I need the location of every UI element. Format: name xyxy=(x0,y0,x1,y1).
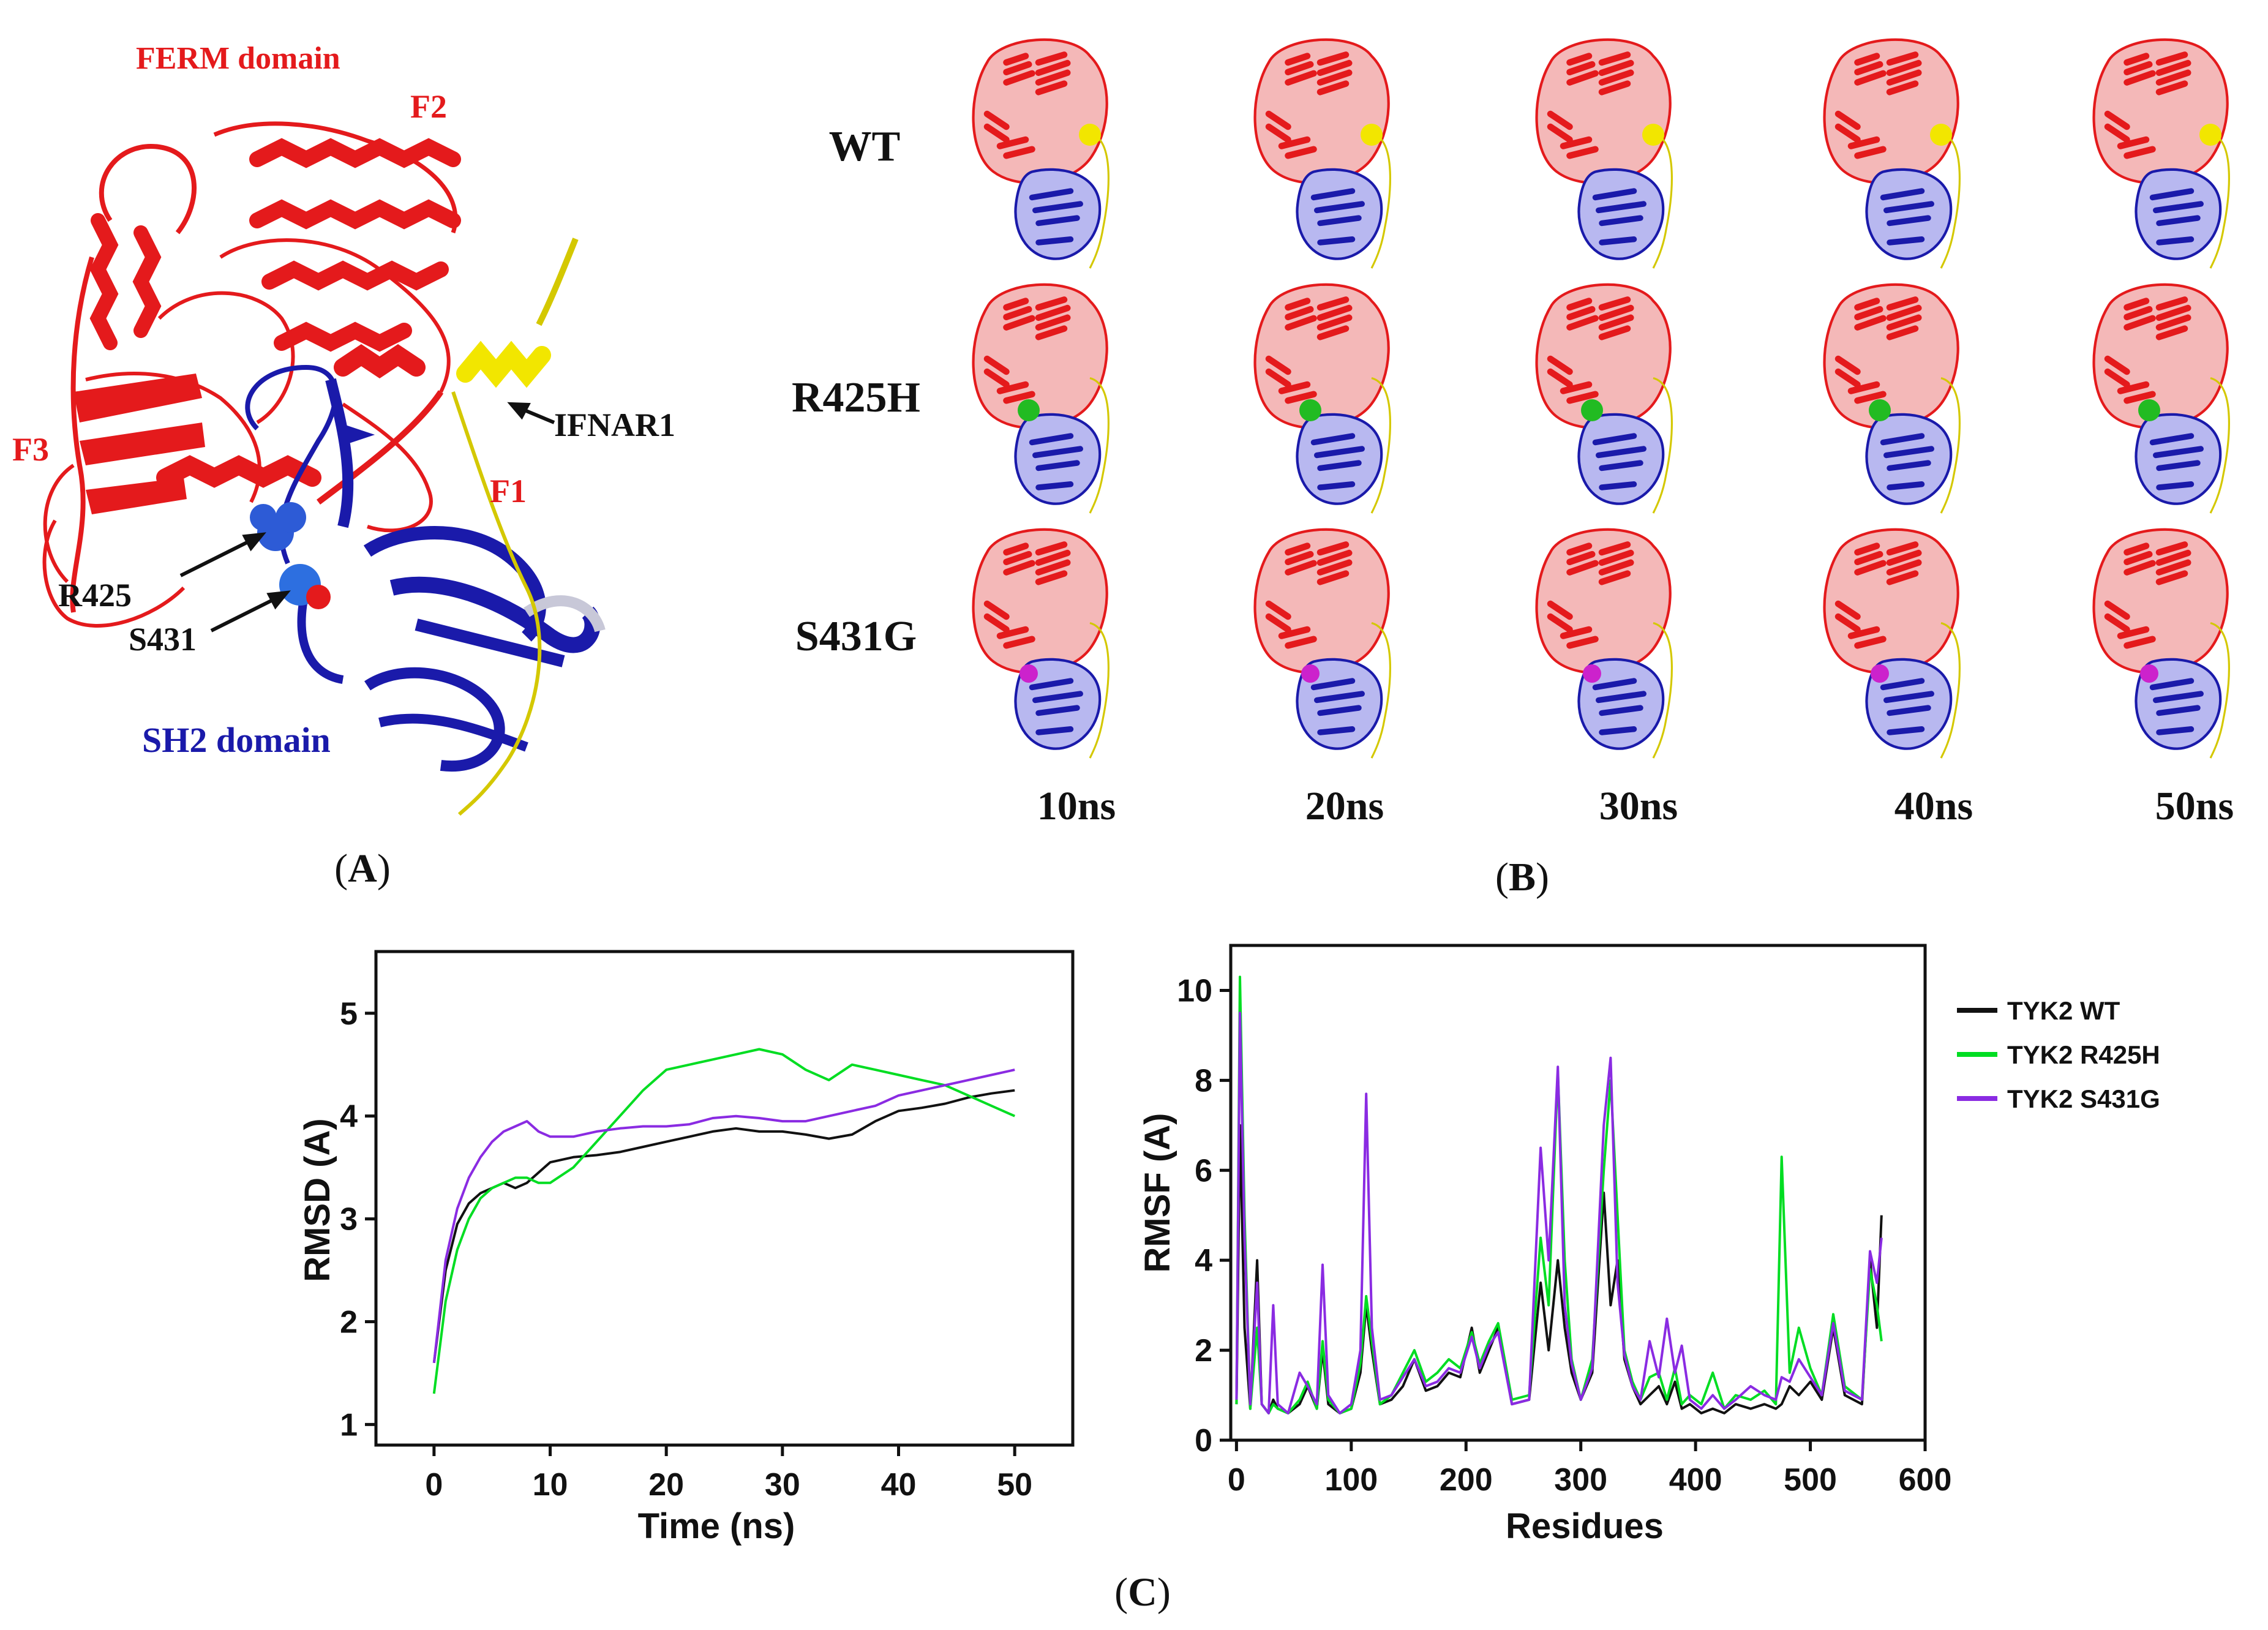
snapshot-r425h-50ns xyxy=(2094,285,2229,513)
ligand-marker xyxy=(1361,124,1383,146)
snapshot-r425h-10ns xyxy=(974,285,1109,513)
rmsf-x-tick-label: 0 xyxy=(1228,1462,1245,1498)
ligand-marker xyxy=(1642,124,1664,146)
rmsd-y-tick-label: 4 xyxy=(340,1099,358,1135)
panel-b: WT R425H S431G 10ns 20ns 30ns 40ns 50ns … xyxy=(792,40,2234,900)
rmsd-x-tick-label: 0 xyxy=(425,1467,443,1503)
rmsf-x-tick-label: 200 xyxy=(1440,1462,1493,1498)
time-label-50ns: 50ns xyxy=(2155,784,2234,828)
snapshot-wt-10ns xyxy=(974,40,1109,268)
snapshot-s431g-20ns xyxy=(1255,530,1391,758)
ferm-domain-label: FERM domain xyxy=(136,41,340,76)
rmsd-y-axis-label: RMSD (A) xyxy=(298,1118,337,1282)
chart-legend: TYK2 WT TYK2 R425H TYK2 S431G xyxy=(1957,996,2160,1113)
rmsf-y-tick-label: 0 xyxy=(1195,1423,1212,1459)
snapshot-s431g-40ns xyxy=(1825,530,1960,758)
panel-c-caption: (C) xyxy=(1114,1570,1171,1615)
rmsf-y-tick-label: 6 xyxy=(1195,1153,1212,1189)
rmsd-x-tick-label: 10 xyxy=(533,1467,568,1503)
row-label-wt: WT xyxy=(829,123,901,170)
mutation-marker-r425h xyxy=(2138,399,2160,421)
f2-label: F2 xyxy=(410,88,447,125)
snapshot-wt-30ns xyxy=(1537,40,1672,268)
ligand-marker xyxy=(1079,124,1101,146)
ifnar1-label: IFNAR1 xyxy=(554,407,675,443)
mutation-marker-s431g xyxy=(1871,664,1889,683)
rmsf-plot-frame xyxy=(1229,944,1927,1442)
mutation-marker-s431g xyxy=(1019,664,1038,683)
mutation-marker-r425h xyxy=(1869,399,1891,421)
rmsd-x-tick-label: 40 xyxy=(881,1467,917,1503)
panel-b-caption: (B) xyxy=(1495,855,1549,900)
rmsf-x-tick-label: 300 xyxy=(1554,1462,1607,1498)
rmsd-y-tick-label: 2 xyxy=(340,1305,358,1340)
mutation-marker-r425h xyxy=(1299,399,1321,421)
snapshot-grid xyxy=(974,40,2229,758)
rmsd-x-tick-label: 30 xyxy=(765,1467,800,1503)
snapshot-s431g-50ns xyxy=(2094,530,2229,758)
rmsf-x-tick-label: 400 xyxy=(1669,1462,1722,1498)
rmsd-x-tick-label: 20 xyxy=(648,1467,684,1503)
mutation-marker-s431g xyxy=(2140,664,2158,683)
rmsd-plot-frame xyxy=(374,950,1075,1447)
mutation-marker-r425h xyxy=(1018,399,1040,421)
mutation-marker-s431g xyxy=(1583,664,1601,683)
rmsd-x-axis-label: Time (ns) xyxy=(638,1506,795,1546)
time-label-30ns: 30ns xyxy=(1599,784,1678,828)
snapshot-r425h-20ns xyxy=(1255,285,1391,513)
legend-label-s431g: TYK2 S431G xyxy=(2007,1084,2160,1113)
f1-label: F1 xyxy=(490,473,527,509)
snapshot-s431g-30ns xyxy=(1537,530,1672,758)
rmsf-chart: 0 100 200 300 400 500 600 0 2 4 6 8 10 Residues RMSF… xyxy=(1138,944,1952,1546)
r425-label: R425 xyxy=(58,577,132,614)
rmsf-y-tick-label: 10 xyxy=(1177,973,1212,1008)
ligand-marker xyxy=(2199,124,2221,146)
rmsf-y-tick-label: 8 xyxy=(1195,1063,1212,1099)
sh2-domain-label: SH2 domain xyxy=(142,720,331,760)
snapshot-r425h-40ns xyxy=(1825,285,1960,513)
rmsf-x-tick-label: 500 xyxy=(1784,1462,1837,1498)
rmsf-y-axis-label: RMSF (A) xyxy=(1138,1113,1177,1273)
mutation-marker-s431g xyxy=(1301,664,1320,683)
rmsd-chart: 0 10 20 30 40 50 1 2 3 4 5 Time (ns) RMSD (A) xyxy=(298,950,1075,1546)
snapshot-wt-40ns xyxy=(1825,40,1960,268)
snapshot-s431g-10ns xyxy=(974,530,1109,758)
s431-label: S431 xyxy=(129,621,197,658)
mutation-marker-r425h xyxy=(1581,399,1603,421)
rmsf-y-tick-label: 2 xyxy=(1195,1333,1212,1369)
protein-structure-illustration xyxy=(42,121,606,816)
rmsd-series-tyk2-wt xyxy=(432,1089,1015,1363)
panel-a-caption: (A) xyxy=(334,846,391,891)
rmsd-y-tick-label: 5 xyxy=(340,996,358,1032)
snapshot-wt-50ns xyxy=(2094,40,2229,268)
rmsf-series-tyk2-s431g xyxy=(1235,1012,1883,1414)
legend-label-wt: TYK2 WT xyxy=(2007,996,2120,1025)
rmsf-series-tyk2-r425h xyxy=(1235,975,1883,1414)
time-label-20ns: 20ns xyxy=(1305,784,1384,828)
f3-label: F3 xyxy=(12,431,49,468)
legend-label-r425h: TYK2 R425H xyxy=(2007,1040,2160,1069)
rmsf-y-tick-label: 4 xyxy=(1195,1243,1212,1279)
row-label-r425h: R425H xyxy=(792,374,920,421)
panel-a: FERM domain F2 F3 F1 IFNAR1 R425 S431 SH… xyxy=(12,41,675,891)
snapshot-wt-20ns xyxy=(1255,40,1391,268)
rmsf-x-tick-label: 600 xyxy=(1899,1462,1952,1498)
rmsf-x-tick-label: 100 xyxy=(1324,1462,1378,1498)
snapshot-r425h-30ns xyxy=(1537,285,1672,513)
rmsd-y-tick-label: 3 xyxy=(340,1202,358,1238)
ligand-marker xyxy=(1930,124,1952,146)
rmsf-x-axis-label: Residues xyxy=(1506,1506,1664,1546)
rmsd-x-tick-label: 50 xyxy=(997,1467,1032,1503)
row-label-s431g: S431G xyxy=(795,613,917,660)
rmsd-y-tick-label: 1 xyxy=(340,1407,358,1443)
rmsd-series-tyk2-r425h xyxy=(432,1048,1016,1394)
time-label-10ns: 10ns xyxy=(1037,784,1116,828)
rmsd-series-tyk2-s431g xyxy=(432,1069,1015,1363)
time-label-40ns: 40ns xyxy=(1894,784,1973,828)
